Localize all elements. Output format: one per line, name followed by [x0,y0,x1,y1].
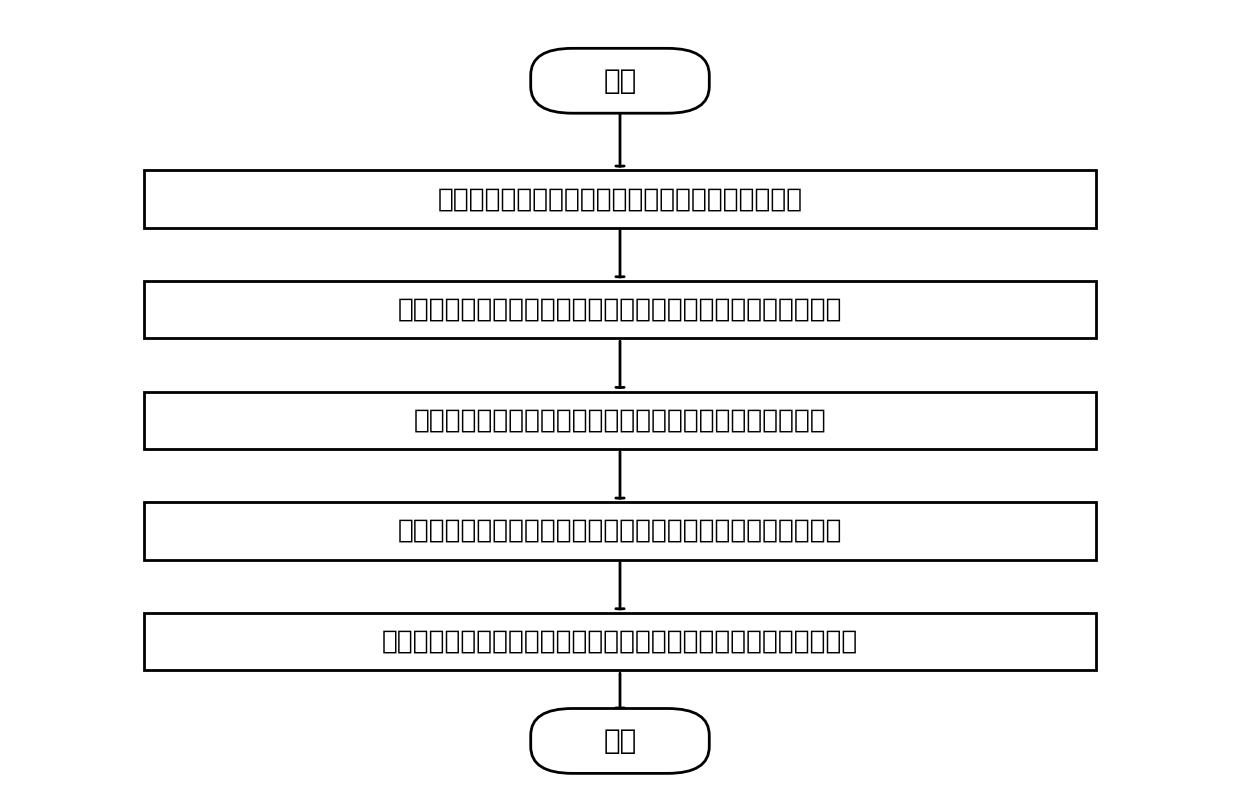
FancyBboxPatch shape [144,392,1096,449]
Text: 开展堵头或堵盖分离飞出初速度计算方法建立和求解: 开展堵头或堵盖分离飞出初速度计算方法建立和求解 [438,186,802,212]
Text: 开展对高速堵头或堵盖的碎片对水箱壁的冲击力的估计以及强度验算: 开展对高速堵头或堵盖的碎片对水箱壁的冲击力的估计以及强度验算 [382,629,858,655]
FancyBboxPatch shape [144,613,1096,670]
Text: 开始: 开始 [604,67,636,95]
Text: 开展能够抵御高速碎片撞击作用下的水箱壁、观察窗的厚度计算: 开展能够抵御高速碎片撞击作用下的水箱壁、观察窗的厚度计算 [398,518,842,544]
Text: 开展建立工程适用的便于求解堵头或堵盖分离飞出初始速度方程: 开展建立工程适用的便于求解堵头或堵盖分离飞出初始速度方程 [398,297,842,323]
Text: 开展高速堵头在水中运动过程中撞击速度方程的建立和计算: 开展高速堵头在水中运动过程中撞击速度方程的建立和计算 [414,407,826,433]
FancyBboxPatch shape [144,502,1096,560]
FancyBboxPatch shape [144,170,1096,227]
FancyBboxPatch shape [144,281,1096,339]
FancyBboxPatch shape [531,708,709,774]
FancyBboxPatch shape [531,48,709,113]
Text: 结束: 结束 [604,727,636,755]
